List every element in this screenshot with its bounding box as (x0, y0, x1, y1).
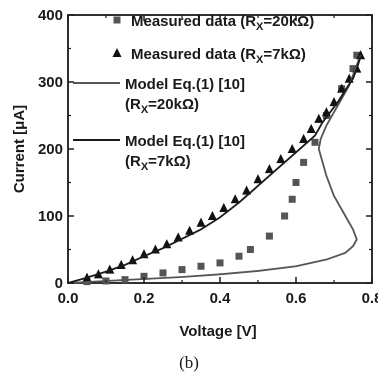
legend-subscript: X (141, 104, 149, 116)
data-point-triangle (356, 50, 366, 60)
x-tick-label: 0.6 (286, 290, 307, 307)
data-point-square (349, 65, 357, 73)
x-tick-label: 0.8 (362, 290, 378, 307)
data-point-triangle (230, 194, 240, 204)
data-point-triangle (287, 143, 297, 154)
data-point-square (178, 266, 186, 274)
y-tick-label: 300 (38, 74, 63, 91)
data-point-square (353, 51, 361, 59)
data-point-triangle (207, 210, 217, 221)
legend-segment: Measured data (R (131, 46, 256, 63)
legend-segment: =7kΩ) (263, 46, 305, 63)
x-axis-label: Voltage [V] (179, 323, 256, 340)
model-curve (67, 56, 362, 284)
x-tick-label: 0.2 (134, 290, 155, 307)
data-point-triangle (253, 174, 263, 184)
x-tick-label: 0.0 (58, 290, 79, 307)
data-point-square (300, 158, 308, 166)
y-tick-label: 100 (38, 208, 63, 225)
data-point-triangle (264, 164, 274, 174)
y-axis-label: Current [μA] (11, 105, 28, 193)
data-point-square (292, 179, 300, 186)
x-tick-label: 0.4 (210, 290, 232, 307)
data-point-triangle (299, 133, 309, 143)
data-point-square (246, 246, 254, 253)
data-point-square (235, 252, 243, 260)
data-point-square (140, 272, 148, 280)
legend-label-model-rx: (RX=20kΩ) (125, 96, 199, 116)
model-curve (67, 54, 362, 284)
data-point-triangle (314, 113, 324, 123)
legend-segment: (R (125, 96, 141, 113)
y-tick-label: 0 (55, 275, 63, 292)
legend-label-model-rx: (RX=7kΩ) (125, 153, 191, 173)
legend-label-rx7-measured: Measured data (RX=7kΩ) (131, 46, 306, 66)
series-layer (67, 50, 366, 286)
current-voltage-chart: 0.0 0.2 0.4 0.6 0.8 0 100 200 300 400 Measured da… (11, 7, 378, 340)
data-point-triangle (219, 202, 229, 213)
legend-segment: Measured data (R (131, 13, 256, 30)
figure-caption: (b) (179, 353, 199, 372)
legend-label-model: Model Eq.(1) [10] (125, 76, 245, 93)
legend-subscript: X (256, 21, 264, 33)
y-tick-label: 400 (38, 7, 63, 24)
legend-marker-triangle (112, 47, 122, 58)
data-point-square (265, 232, 273, 240)
data-point-triangle (196, 217, 206, 227)
data-point-square (281, 212, 289, 220)
legend-segment: =7kΩ) (148, 153, 190, 170)
legend-segment: =20kΩ) (148, 96, 199, 113)
data-point-triangle (242, 185, 252, 195)
y-tick-label: 200 (38, 141, 63, 158)
data-point-triangle (306, 123, 316, 133)
legend-subscript: X (141, 161, 149, 173)
axes: 0.0 0.2 0.4 0.6 0.8 0 100 200 300 400 (38, 7, 378, 307)
legend: Measured data (RX=20kΩ)Measured data (RX… (73, 13, 314, 173)
legend-label-rx20-measured: Measured data (RX=20kΩ) (131, 13, 314, 33)
legend-label-model: Model Eq.(1) [10] (125, 133, 245, 150)
data-point-square (288, 195, 296, 203)
legend-subscript: X (256, 54, 264, 66)
legend-marker-square (113, 16, 121, 24)
legend-segment: =20kΩ) (263, 13, 314, 30)
data-point-triangle (185, 225, 195, 235)
series-3 (67, 56, 362, 284)
data-point-square (311, 138, 319, 146)
data-point-square (197, 262, 205, 270)
data-point-square (216, 259, 224, 267)
data-point-square (159, 269, 167, 277)
data-point-triangle (276, 154, 286, 164)
legend-segment: (R (125, 153, 141, 170)
data-point-triangle (337, 83, 347, 93)
series-2 (67, 54, 362, 284)
